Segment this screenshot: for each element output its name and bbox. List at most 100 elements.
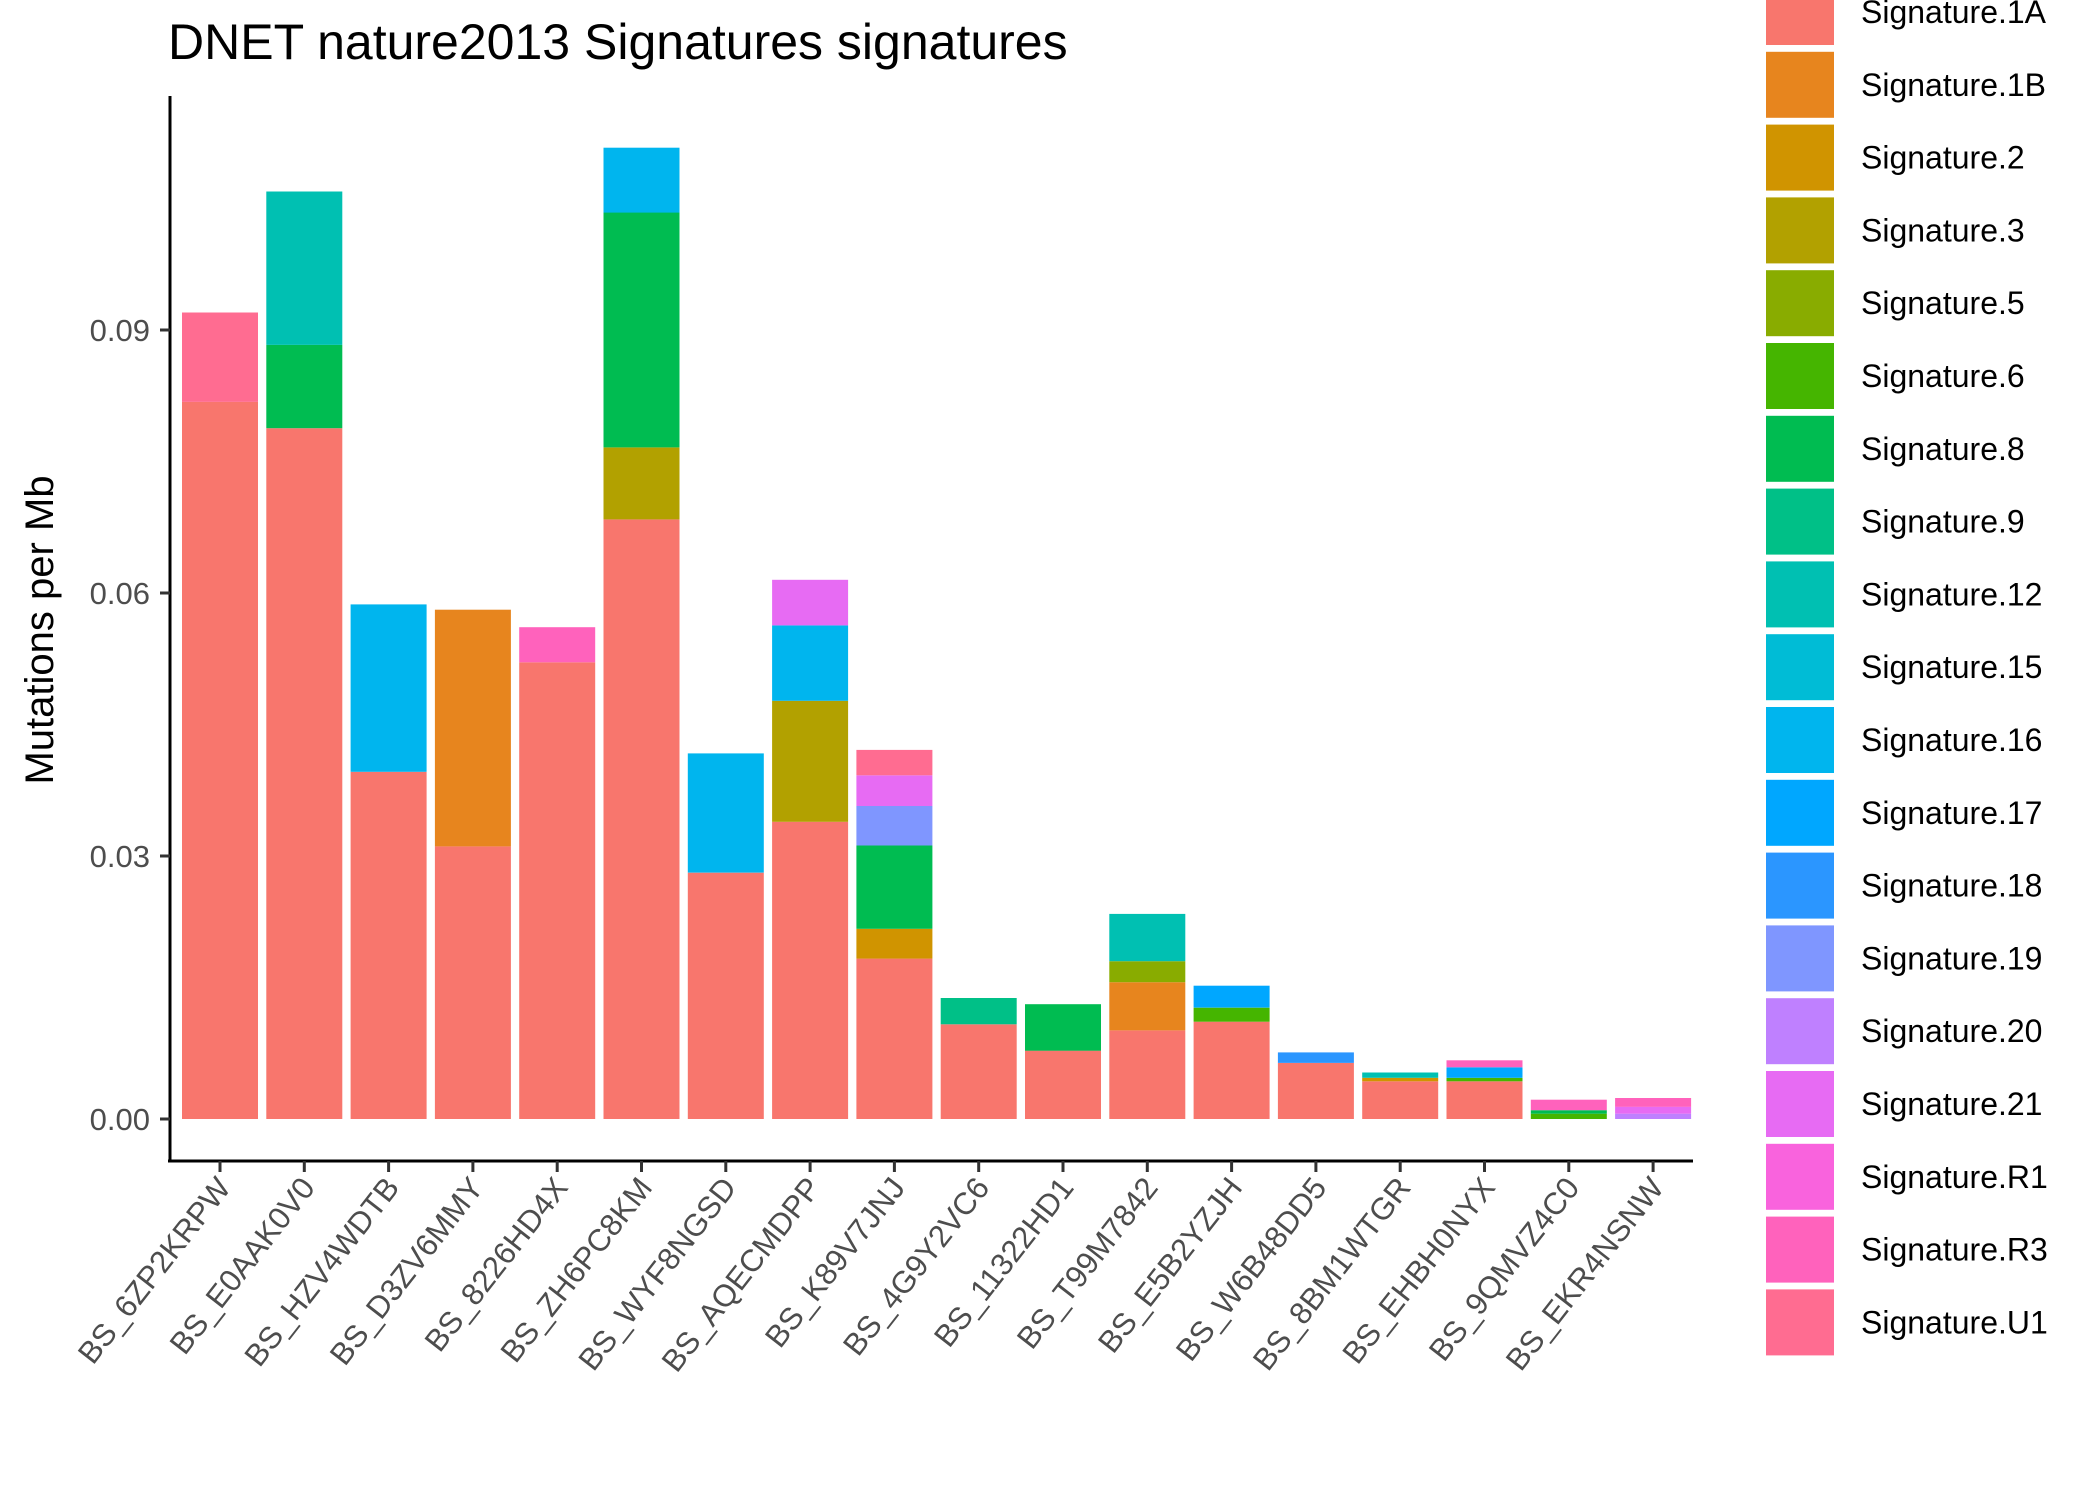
bar-segment-BS_EHBH0NYX-Signature.6 — [1446, 1077, 1523, 1082]
bar-segment-BS_11322HD1-Signature.1A — [1025, 1050, 1101, 1119]
legend-label: Signature.U1 — [1861, 1304, 2048, 1340]
bar-segment-BS_EKR4NSNW-Signature.R3 — [1615, 1098, 1692, 1107]
legend-key-Signature.5 — [1766, 270, 1834, 337]
bar-segment-BS_K89V7JNJ-Signature.U1 — [856, 749, 933, 776]
legend-label: Signature.12 — [1861, 576, 2042, 612]
legend-key-Signature.20 — [1766, 998, 1834, 1065]
bar-segment-BS_W6B48DD5-Signature.1A — [1277, 1062, 1354, 1119]
legend-label: Signature.18 — [1861, 868, 2042, 904]
bar-segment-BS_8226HD4X-Signature.R3 — [519, 627, 596, 663]
bar-segment-BS_E5B2YZJH-Signature.1A — [1193, 1021, 1270, 1119]
legend-label: Signature.17 — [1861, 795, 2042, 831]
bar-segment-BS_E0AAK0V0-Signature.12 — [266, 191, 343, 345]
legend-label: Signature.8 — [1861, 431, 2025, 467]
y-axis-label: Mutations per Mb — [18, 475, 62, 784]
bar-segment-BS_ZH6PC8KM-Signature.8 — [603, 212, 680, 448]
legend-label: Signature.9 — [1861, 504, 2025, 540]
bar-segment-BS_HZV4WDTB-Signature.16 — [350, 604, 427, 772]
legend-label: Signature.R3 — [1861, 1232, 2048, 1268]
legend-key-Signature.18 — [1766, 852, 1834, 919]
legend-key-Signature.15 — [1766, 634, 1834, 701]
bar-segment-BS_AQECMDPP-Signature.21 — [772, 579, 849, 626]
bar-segment-BS_9QMVZ4C0-Signature.6 — [1530, 1113, 1607, 1119]
legend-label: Signature.3 — [1861, 212, 2025, 248]
chart-title: DNET nature2013 Signatures signatures — [168, 14, 1068, 70]
legend-label: Signature.20 — [1861, 1013, 2042, 1049]
bar-segment-BS_ZH6PC8KM-Signature.16 — [603, 147, 680, 213]
bar-segment-BS_K89V7JNJ-Signature.2 — [856, 928, 933, 959]
bar-segment-BS_K89V7JNJ-Signature.1A — [856, 958, 933, 1119]
bar-segment-BS_E5B2YZJH-Signature.6 — [1193, 1007, 1270, 1022]
legend-key-Signature.8 — [1766, 415, 1834, 482]
bar-segment-BS_T99M7842-Signature.1B — [1109, 982, 1186, 1031]
legend-label: Signature.5 — [1861, 285, 2025, 321]
bar-segment-BS_EHBH0NYX-Signature.1A — [1446, 1081, 1523, 1119]
legend-key-Signature.19 — [1766, 925, 1834, 992]
bar-segment-BS_11322HD1-Signature.8 — [1025, 1004, 1101, 1051]
bar-segment-BS_W6B48DD5-Signature.18 — [1277, 1052, 1354, 1063]
bar-segment-BS_E5B2YZJH-Signature.17 — [1193, 985, 1270, 1008]
bar-segment-BS_8BM1WTGR-Signature.2 — [1362, 1077, 1439, 1082]
bar-segment-BS_EKR4NSNW-Signature.20 — [1615, 1113, 1692, 1119]
bar-segment-BS_EHBH0NYX-Signature.17 — [1446, 1067, 1523, 1078]
y-tick-label: 0.09 — [90, 313, 150, 348]
bar-segment-BS_6ZP2KRPW-Signature.U1 — [182, 312, 258, 402]
legend-key-Signature.R1 — [1766, 1143, 1834, 1210]
y-ticks: 0.00 0.03 0.06 0.09 — [90, 313, 170, 1137]
legend-label: Signature.R1 — [1861, 1159, 2048, 1195]
bar-segment-BS_AQECMDPP-Signature.1A — [772, 821, 849, 1119]
bar-segment-BS_8226HD4X-Signature.1A — [519, 662, 596, 1119]
bar-segment-BS_T99M7842-Signature.5 — [1109, 961, 1186, 983]
bar-segment-BS_AQECMDPP-Signature.3 — [772, 700, 849, 822]
legend-key-Signature.1B — [1766, 51, 1834, 118]
bar-segment-BS_ZH6PC8KM-Signature.3 — [603, 447, 680, 520]
bar-segment-BS_EHBH0NYX-Signature.R3 — [1446, 1060, 1523, 1068]
legend-key-Signature.U1 — [1766, 1289, 1834, 1356]
legend-label: Signature.16 — [1861, 722, 2042, 758]
legend-key-Signature.6 — [1766, 343, 1834, 409]
legend-key-Signature.16 — [1766, 707, 1834, 773]
bar-segment-BS_AQECMDPP-Signature.16 — [772, 625, 849, 701]
bar-segment-BS_D3ZV6MMY-Signature.1B — [434, 609, 511, 847]
legend-label: Signature.6 — [1861, 358, 2025, 394]
legend-label: Signature.19 — [1861, 940, 2042, 976]
y-tick-label: 0.03 — [90, 839, 150, 874]
bar-segment-BS_8BM1WTGR-Signature.1A — [1362, 1081, 1439, 1119]
bar-segment-BS_WYF8NGSD-Signature.16 — [687, 753, 764, 873]
bar-segment-BS_WYF8NGSD-Signature.1A — [687, 872, 764, 1119]
legend-key-Signature.17 — [1766, 779, 1834, 846]
bar-segment-BS_D3ZV6MMY-Signature.1A — [434, 846, 511, 1119]
bar-segment-BS_8BM1WTGR-Signature.12 — [1362, 1072, 1439, 1078]
legend-key-Signature.9 — [1766, 488, 1834, 555]
bars-layer — [182, 147, 1692, 1119]
legend-label: Signature.15 — [1861, 649, 2042, 685]
bar-segment-BS_ZH6PC8KM-Signature.1A — [603, 519, 680, 1119]
bar-segment-BS_K89V7JNJ-Signature.19 — [856, 806, 933, 846]
bar-segment-BS_E0AAK0V0-Signature.8 — [266, 344, 343, 429]
bar-segment-BS_9QMVZ4C0-Signature.8 — [1530, 1110, 1607, 1114]
bar-segment-BS_9QMVZ4C0-Signature.R3 — [1530, 1099, 1607, 1111]
bar-segment-BS_T99M7842-Signature.12 — [1109, 913, 1186, 962]
legend-label: Signature.1A — [1861, 0, 2047, 30]
legend-key-Signature.21 — [1766, 1071, 1834, 1137]
y-tick-label: 0.00 — [90, 1102, 150, 1137]
bar-segment-BS_HZV4WDTB-Signature.1A — [350, 771, 427, 1119]
legend-key-Signature.R3 — [1766, 1216, 1834, 1283]
legend-key-Signature.2 — [1766, 124, 1834, 191]
bar-segment-BS_6ZP2KRPW-Signature.1A — [182, 401, 258, 1119]
bar-segment-BS_4G9Y2VC6-Signature.1A — [940, 1024, 1017, 1119]
bar-segment-BS_E0AAK0V0-Signature.1A — [266, 428, 343, 1119]
bar-segment-BS_EKR4NSNW-Signature.21 — [1615, 1106, 1692, 1114]
legend: Signature.1A Signature.1B Signature.2 Signa… — [1766, 0, 2048, 1356]
legend-key-Signature.1A — [1766, 0, 1834, 45]
bar-segment-BS_K89V7JNJ-Signature.21 — [856, 775, 933, 806]
y-tick-label: 0.06 — [90, 576, 150, 611]
legend-key-Signature.12 — [1766, 561, 1834, 628]
bar-segment-BS_K89V7JNJ-Signature.8 — [856, 845, 933, 929]
legend-label: Signature.2 — [1861, 140, 2025, 176]
bar-segment-BS_4G9Y2VC6-Signature.9 — [940, 998, 1017, 1025]
legend-key-Signature.3 — [1766, 197, 1834, 264]
